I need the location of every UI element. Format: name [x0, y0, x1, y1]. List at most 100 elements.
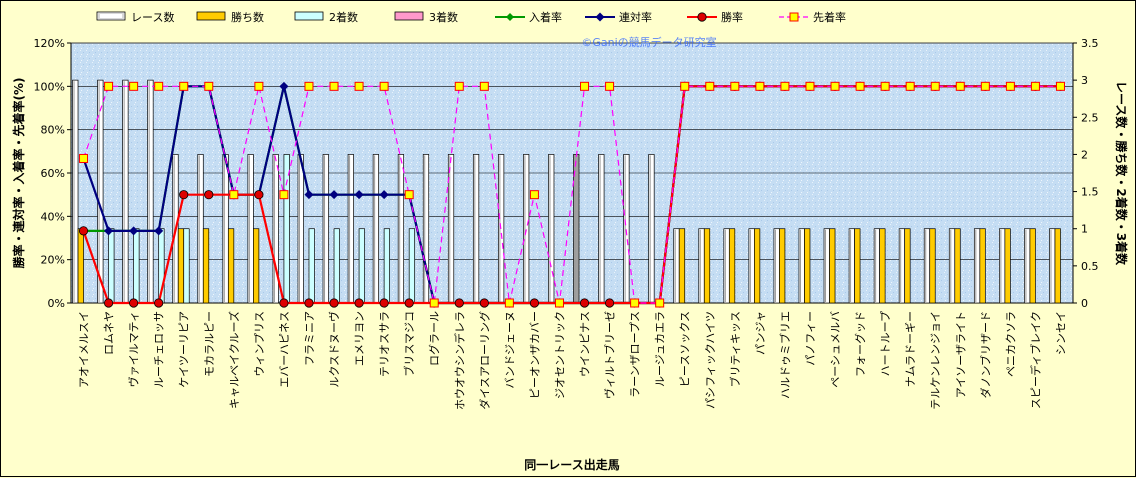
x-category-label: パシフィックハイツ: [704, 311, 717, 409]
line-marker: [780, 81, 790, 91]
legend-swatch: [394, 11, 424, 21]
line-marker: [595, 12, 605, 22]
y-left-tick-label: 60%: [41, 167, 65, 180]
bar-0: [347, 154, 354, 304]
y-right-tick-label: 1.5: [1081, 186, 1099, 199]
bar-0: [147, 79, 154, 304]
legend-swatch-inner: [100, 14, 122, 18]
line-marker: [1005, 81, 1015, 91]
x-category-label: シンセイ: [1054, 311, 1067, 355]
x-category-label: フォーグッド: [853, 311, 867, 377]
x-category-label: ペーシュメルバ: [829, 311, 842, 388]
bar-0: [197, 154, 204, 304]
line-marker: [955, 81, 965, 91]
x-category-label: ロムネヤ: [103, 311, 116, 355]
line-marker: [354, 81, 364, 91]
line-marker: [789, 12, 799, 22]
bar-0: [698, 228, 705, 304]
bar-1: [77, 228, 84, 304]
x-category-label: アイソーザライト: [954, 311, 967, 398]
legend-label: レース数: [131, 11, 174, 24]
line-marker: [604, 298, 615, 308]
bar-1: [754, 228, 761, 304]
bar-1: [829, 228, 836, 304]
line-marker: [104, 226, 114, 236]
line-marker: [154, 226, 164, 236]
x-category-label: ケイツーリピア: [178, 311, 191, 388]
line-marker: [680, 81, 690, 91]
bar-0: [297, 154, 304, 304]
line-marker: [579, 298, 590, 308]
line-marker: [580, 81, 590, 91]
x-category-label: パノフィー: [804, 311, 817, 366]
bar-1: [1004, 228, 1011, 304]
bar-0: [322, 154, 329, 304]
x-category-label: アオイメルスイ: [78, 311, 91, 388]
bar-1: [904, 228, 911, 304]
bar-0: [723, 228, 730, 304]
bar-0: [523, 154, 530, 304]
line-marker: [454, 298, 464, 308]
bar-1: [703, 228, 711, 304]
bar-1: [678, 228, 686, 304]
bar-1: [979, 228, 986, 304]
x-category-label: ログラール: [427, 311, 441, 366]
line-marker: [329, 190, 339, 200]
line-marker: [1055, 81, 1065, 91]
x-category-label: ルーチェロッサ: [153, 311, 166, 388]
bar-0: [548, 154, 555, 304]
line-marker: [329, 81, 339, 91]
y-left-tick-label: 100%: [34, 80, 65, 93]
bar-1: [1029, 228, 1036, 304]
x-category-label: ピーオンザカバー: [528, 311, 541, 399]
bar-0: [1049, 228, 1056, 304]
line-marker: [154, 81, 164, 91]
line-marker: [179, 190, 189, 200]
line-marker: [880, 81, 890, 91]
bar-1: [1054, 228, 1061, 304]
line-marker: [304, 190, 314, 200]
bar-0: [422, 154, 430, 304]
bar-2: [308, 228, 315, 304]
line-marker: [730, 81, 740, 91]
x-category-label: ブリスマジコ: [402, 311, 416, 377]
line-marker: [179, 81, 189, 91]
line-marker: [79, 153, 89, 163]
x-category-label: ブリティキッス: [728, 311, 742, 387]
line-marker: [129, 298, 139, 308]
line-marker: [379, 190, 389, 200]
bar-0: [773, 228, 780, 304]
line-marker: [254, 190, 264, 200]
bar-0: [923, 228, 931, 304]
legend-label: 勝率: [721, 10, 743, 24]
line-marker: [855, 81, 865, 91]
line-marker: [354, 190, 364, 200]
x-category-label: ナムラドーギー: [904, 311, 917, 387]
x-category-label: バンドジェーヌ: [503, 311, 516, 389]
legend-item: 先着率: [779, 10, 846, 24]
legend-label: 先着率: [813, 10, 846, 24]
legend-label: 2着数: [329, 10, 358, 24]
y-right-tick-label: 0.5: [1081, 260, 1099, 273]
bar-2: [183, 228, 190, 304]
x-category-label: テリオスサラ: [378, 311, 391, 377]
watermark: ©Ganiの競馬データ研究室: [581, 35, 716, 49]
line-marker: [905, 81, 915, 91]
bar-0: [97, 79, 104, 304]
bar-2: [133, 228, 140, 304]
bar-0: [72, 79, 79, 304]
x-category-label: エメリヨン: [353, 311, 366, 366]
line-marker: [805, 81, 815, 91]
bar-1: [253, 228, 260, 304]
bar-0: [447, 154, 455, 304]
bar-0: [272, 154, 279, 304]
y-left-tick-label: 20%: [41, 254, 65, 267]
line-marker: [379, 298, 389, 308]
line-marker: [529, 298, 540, 308]
line-marker: [103, 298, 114, 308]
bar-2: [108, 228, 115, 304]
x-category-label: ダノンブリザード: [978, 311, 992, 398]
bar-0: [748, 228, 755, 304]
bar-1: [177, 228, 185, 304]
